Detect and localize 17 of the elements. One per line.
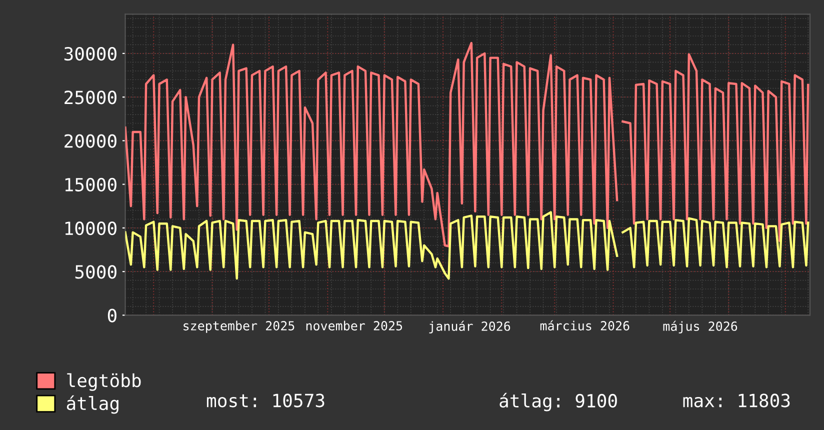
y-tick-label: 15000 [65, 178, 116, 192]
x-tick-label: május 2026 [663, 320, 738, 334]
y-tick-label: 5000 [75, 265, 116, 279]
x-tick-label: március 2026 [540, 320, 630, 330]
text: most: 10573 [206, 394, 324, 408]
legend-label: legtöbb [67, 373, 141, 391]
x-tick-label: január 2026 [429, 320, 510, 334]
y-tick-label: 0 [108, 308, 116, 322]
y-tick-label: 10000 [65, 221, 116, 236]
text: átlag: 9100 [500, 392, 617, 412]
y-tick-label: 20000 [64, 134, 116, 148]
x-tick-label: november 2025 [306, 320, 402, 330]
text: max: 11803 [683, 394, 790, 408]
x-tick-label: szeptember 2025 [184, 320, 294, 333]
legend-label: átlag [66, 395, 118, 414]
y-tick-label: 30000 [64, 46, 116, 61]
y-tick-label: 25000 [64, 90, 116, 104]
